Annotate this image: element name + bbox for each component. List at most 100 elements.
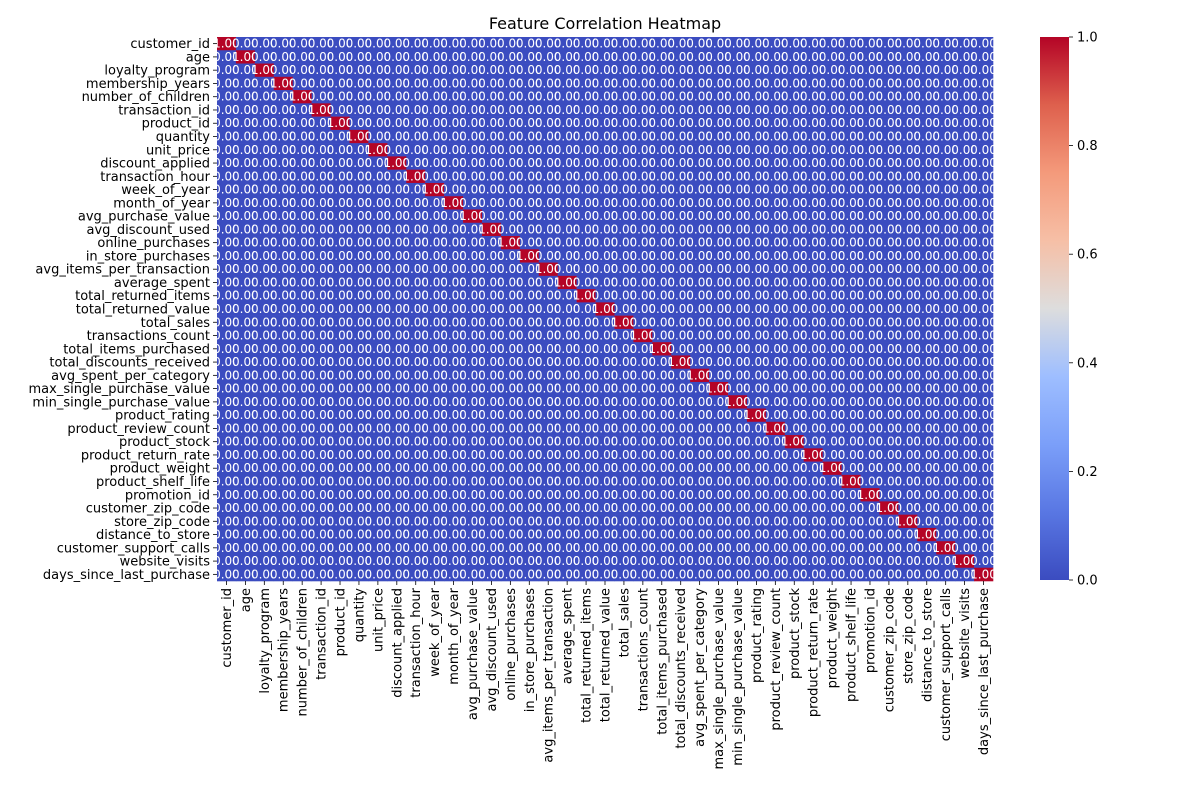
heatmap-cell (406, 50, 426, 64)
heatmap-cell (349, 116, 369, 131)
cell-value-label: 0.00 (932, 103, 959, 117)
y-axis-labels: customer_idageloyalty_programmembership_… (29, 37, 217, 583)
heatmap-cell (822, 103, 842, 117)
cell-value-label: 0.00 (876, 116, 903, 130)
heatmap-cell (690, 90, 710, 104)
heatmap-cell (936, 50, 956, 64)
cell-value-label: 0.00 (535, 50, 562, 64)
x-tick-label: total_returned_value (599, 588, 614, 722)
heatmap-cell (784, 90, 805, 104)
heatmap-cell (368, 37, 388, 51)
heatmap-cell (671, 129, 691, 144)
heatmap-cell (746, 63, 767, 78)
heatmap-cell (387, 63, 407, 78)
heatmap-cell (425, 63, 445, 78)
cell-value-label: 0.00 (289, 116, 316, 130)
cell-value-label: 0.00 (535, 90, 562, 104)
cell-value-label: 0.00 (932, 63, 959, 77)
cell-value-label: 0.00 (270, 156, 297, 170)
cell-value-label: 0.00 (308, 156, 335, 170)
x-tick-label: membership_years (277, 588, 292, 712)
cell-value-label: 0.00 (819, 37, 846, 51)
heatmap-cell (860, 143, 880, 157)
heatmap-cell (841, 76, 861, 91)
cell-value-label: 0.00 (516, 50, 543, 64)
cell-value-label: 0.00 (232, 90, 259, 104)
heatmap-cell (690, 76, 710, 91)
cell-value-label: 0.00 (232, 143, 259, 157)
heatmap-cell (860, 129, 880, 144)
heatmap-cell (803, 63, 823, 78)
heatmap-cell (349, 129, 369, 144)
heatmap-cell (368, 116, 388, 131)
cell-value-label: 0.00 (327, 103, 354, 117)
cell-value-label: 0.00 (535, 37, 562, 51)
heatmap-cell (500, 37, 521, 51)
heatmap-cell (481, 76, 502, 91)
cell-value-label: 0.00 (724, 156, 751, 170)
cell-value-label: 0.00 (857, 76, 884, 90)
cell-value-label: 0.00 (913, 76, 940, 90)
cell-value-label: 0.00 (970, 143, 997, 157)
heatmap-cell (368, 50, 388, 64)
cell-value-label: 0.00 (573, 143, 600, 157)
heatmap-cell (406, 103, 426, 117)
heatmap-cell (349, 103, 369, 117)
heatmap-cell (254, 76, 275, 91)
cell-value-label: 0.00 (970, 236, 997, 250)
cell-value-label: 0.00 (554, 76, 581, 90)
heatmap-cell (235, 129, 256, 144)
cell-value-label: 0.00 (857, 143, 884, 157)
heatmap-cell (330, 76, 350, 91)
heatmap-cell (595, 90, 615, 104)
cell-value-label: 0.00 (970, 275, 997, 289)
cell-value-label: 0.00 (232, 156, 259, 170)
cell-value-label: 0.00 (876, 103, 903, 117)
cell-value-label: 0.00 (478, 63, 505, 77)
heatmap-cell (538, 37, 558, 51)
cell-value-label: 0.00 (913, 90, 940, 104)
heatmap-cell (822, 63, 842, 78)
cell-value-label: 0.00 (516, 130, 543, 144)
heatmap-cell (784, 116, 805, 131)
heatmap-cell (406, 76, 426, 91)
heatmap-cell (557, 156, 577, 170)
cell-value-label: 0.00 (629, 76, 656, 90)
heatmap-cell (652, 129, 672, 144)
cell-value-label: 0.00 (970, 488, 997, 502)
heatmap-cell (860, 90, 880, 104)
cell-value-label: 0.00 (308, 63, 335, 77)
cell-value-label: 0.00 (648, 76, 675, 90)
cell-value-label: 0.00 (781, 143, 808, 157)
cell-value-label: 0.00 (346, 50, 373, 64)
heatmap-cell (784, 103, 805, 117)
cell-value-label: 0.00 (819, 103, 846, 117)
cell-value-label: 0.00 (554, 63, 581, 77)
cell-value-label: 0.00 (781, 116, 808, 130)
heatmap-cell (746, 76, 767, 91)
heatmap-cell (463, 76, 483, 91)
cell-value-label: 0.00 (970, 315, 997, 329)
cell-value-label: 0.00 (251, 37, 278, 51)
x-tick-label: transaction_hour (409, 587, 424, 697)
cell-value-label: 0.00 (970, 156, 997, 170)
heatmap-cell (917, 76, 937, 91)
cell-value-label: 0.00 (970, 209, 997, 223)
cell-value-label: 0.00 (970, 302, 997, 316)
heatmap-cell (254, 103, 275, 117)
heatmap-cell (879, 63, 899, 78)
cell-value-label: 0.00 (421, 76, 448, 90)
heatmap-cell (217, 129, 237, 144)
cell-value-label: 0.00 (667, 37, 694, 51)
heatmap-cell (330, 90, 350, 104)
heatmap-cell (728, 63, 748, 78)
cell-value-label: 0.00 (402, 76, 429, 90)
cell-value-label: 0.00 (251, 116, 278, 130)
heatmap-cell (746, 50, 767, 64)
cell-value-label: 0.00 (932, 50, 959, 64)
cell-value-label: 0.00 (913, 116, 940, 130)
cell-value-label: 0.00 (459, 63, 486, 77)
cell-value-label: 0.00 (346, 76, 373, 90)
heatmap-cell (425, 50, 445, 64)
heatmap-cell (500, 129, 521, 144)
